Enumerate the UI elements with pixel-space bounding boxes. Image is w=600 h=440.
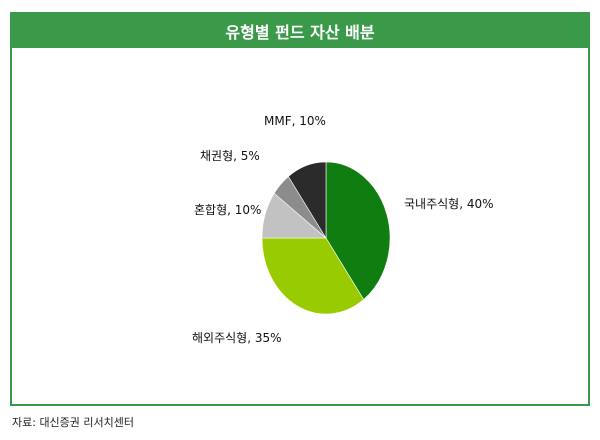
pie-slice	[261, 237, 365, 315]
chart-title: 유형별 펀드 자산 배분	[12, 14, 588, 48]
pie-chart: 국내주식형, 40% 해외주식형, 35% 혼합형, 10% 채권형, 5% MMF, …	[192, 114, 494, 345]
chart-frame: 유형별 펀드 자산 배분 국내주식형, 40% 해외주식형, 35% 혼합형, 10…	[10, 12, 590, 406]
slice-label: 해외주식형, 35%	[192, 331, 282, 345]
slice-label: 채권형, 5%	[200, 149, 260, 163]
slice-label: MMF, 10%	[264, 114, 326, 128]
slice-label: 국내주식형, 40%	[404, 197, 494, 211]
pie-slice	[287, 161, 327, 240]
pie-slice	[325, 161, 391, 300]
source-note: 자료: 대신증권 리서치센터	[12, 416, 135, 429]
slice-label: 혼합형, 10%	[194, 203, 261, 217]
